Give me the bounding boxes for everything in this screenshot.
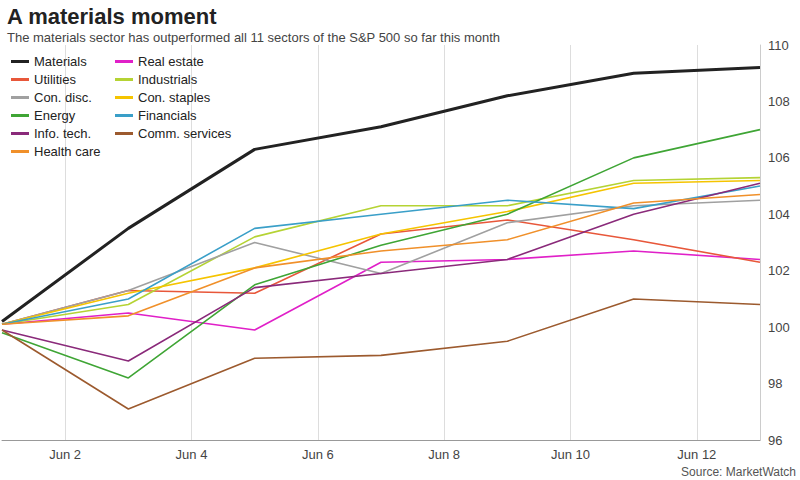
svg-text:Con. staples: Con. staples	[138, 90, 211, 105]
svg-text:Jun 4: Jun 4	[176, 447, 208, 462]
svg-text:Energy: Energy	[34, 108, 76, 123]
svg-text:Utilities: Utilities	[34, 72, 76, 87]
svg-text:Source: MarketWatch: Source: MarketWatch	[681, 465, 796, 479]
svg-text:Jun 6: Jun 6	[302, 447, 334, 462]
svg-text:Jun 8: Jun 8	[428, 447, 460, 462]
svg-text:Industrials: Industrials	[138, 72, 198, 87]
svg-text:102: 102	[768, 263, 790, 278]
svg-text:Health care: Health care	[34, 144, 100, 159]
svg-text:Jun 10: Jun 10	[551, 447, 590, 462]
svg-text:The materials sector has outpe: The materials sector has outperformed al…	[7, 30, 500, 45]
svg-text:Jun 2: Jun 2	[49, 447, 81, 462]
svg-text:Materials: Materials	[34, 54, 87, 69]
svg-text:Comm. services: Comm. services	[138, 126, 232, 141]
svg-text:Info. tech.: Info. tech.	[34, 126, 91, 141]
svg-text:110: 110	[768, 38, 789, 53]
svg-text:100: 100	[768, 320, 790, 335]
svg-text:Jun 12: Jun 12	[677, 447, 716, 462]
svg-text:106: 106	[768, 150, 790, 165]
svg-text:98: 98	[768, 376, 782, 391]
svg-text:108: 108	[768, 94, 790, 109]
svg-text:Real estate: Real estate	[138, 54, 204, 69]
svg-text:A materials moment: A materials moment	[7, 4, 217, 29]
svg-text:Financials: Financials	[138, 108, 197, 123]
svg-text:104: 104	[768, 207, 790, 222]
svg-text:96: 96	[768, 433, 782, 448]
svg-text:Con. disc.: Con. disc.	[34, 90, 92, 105]
